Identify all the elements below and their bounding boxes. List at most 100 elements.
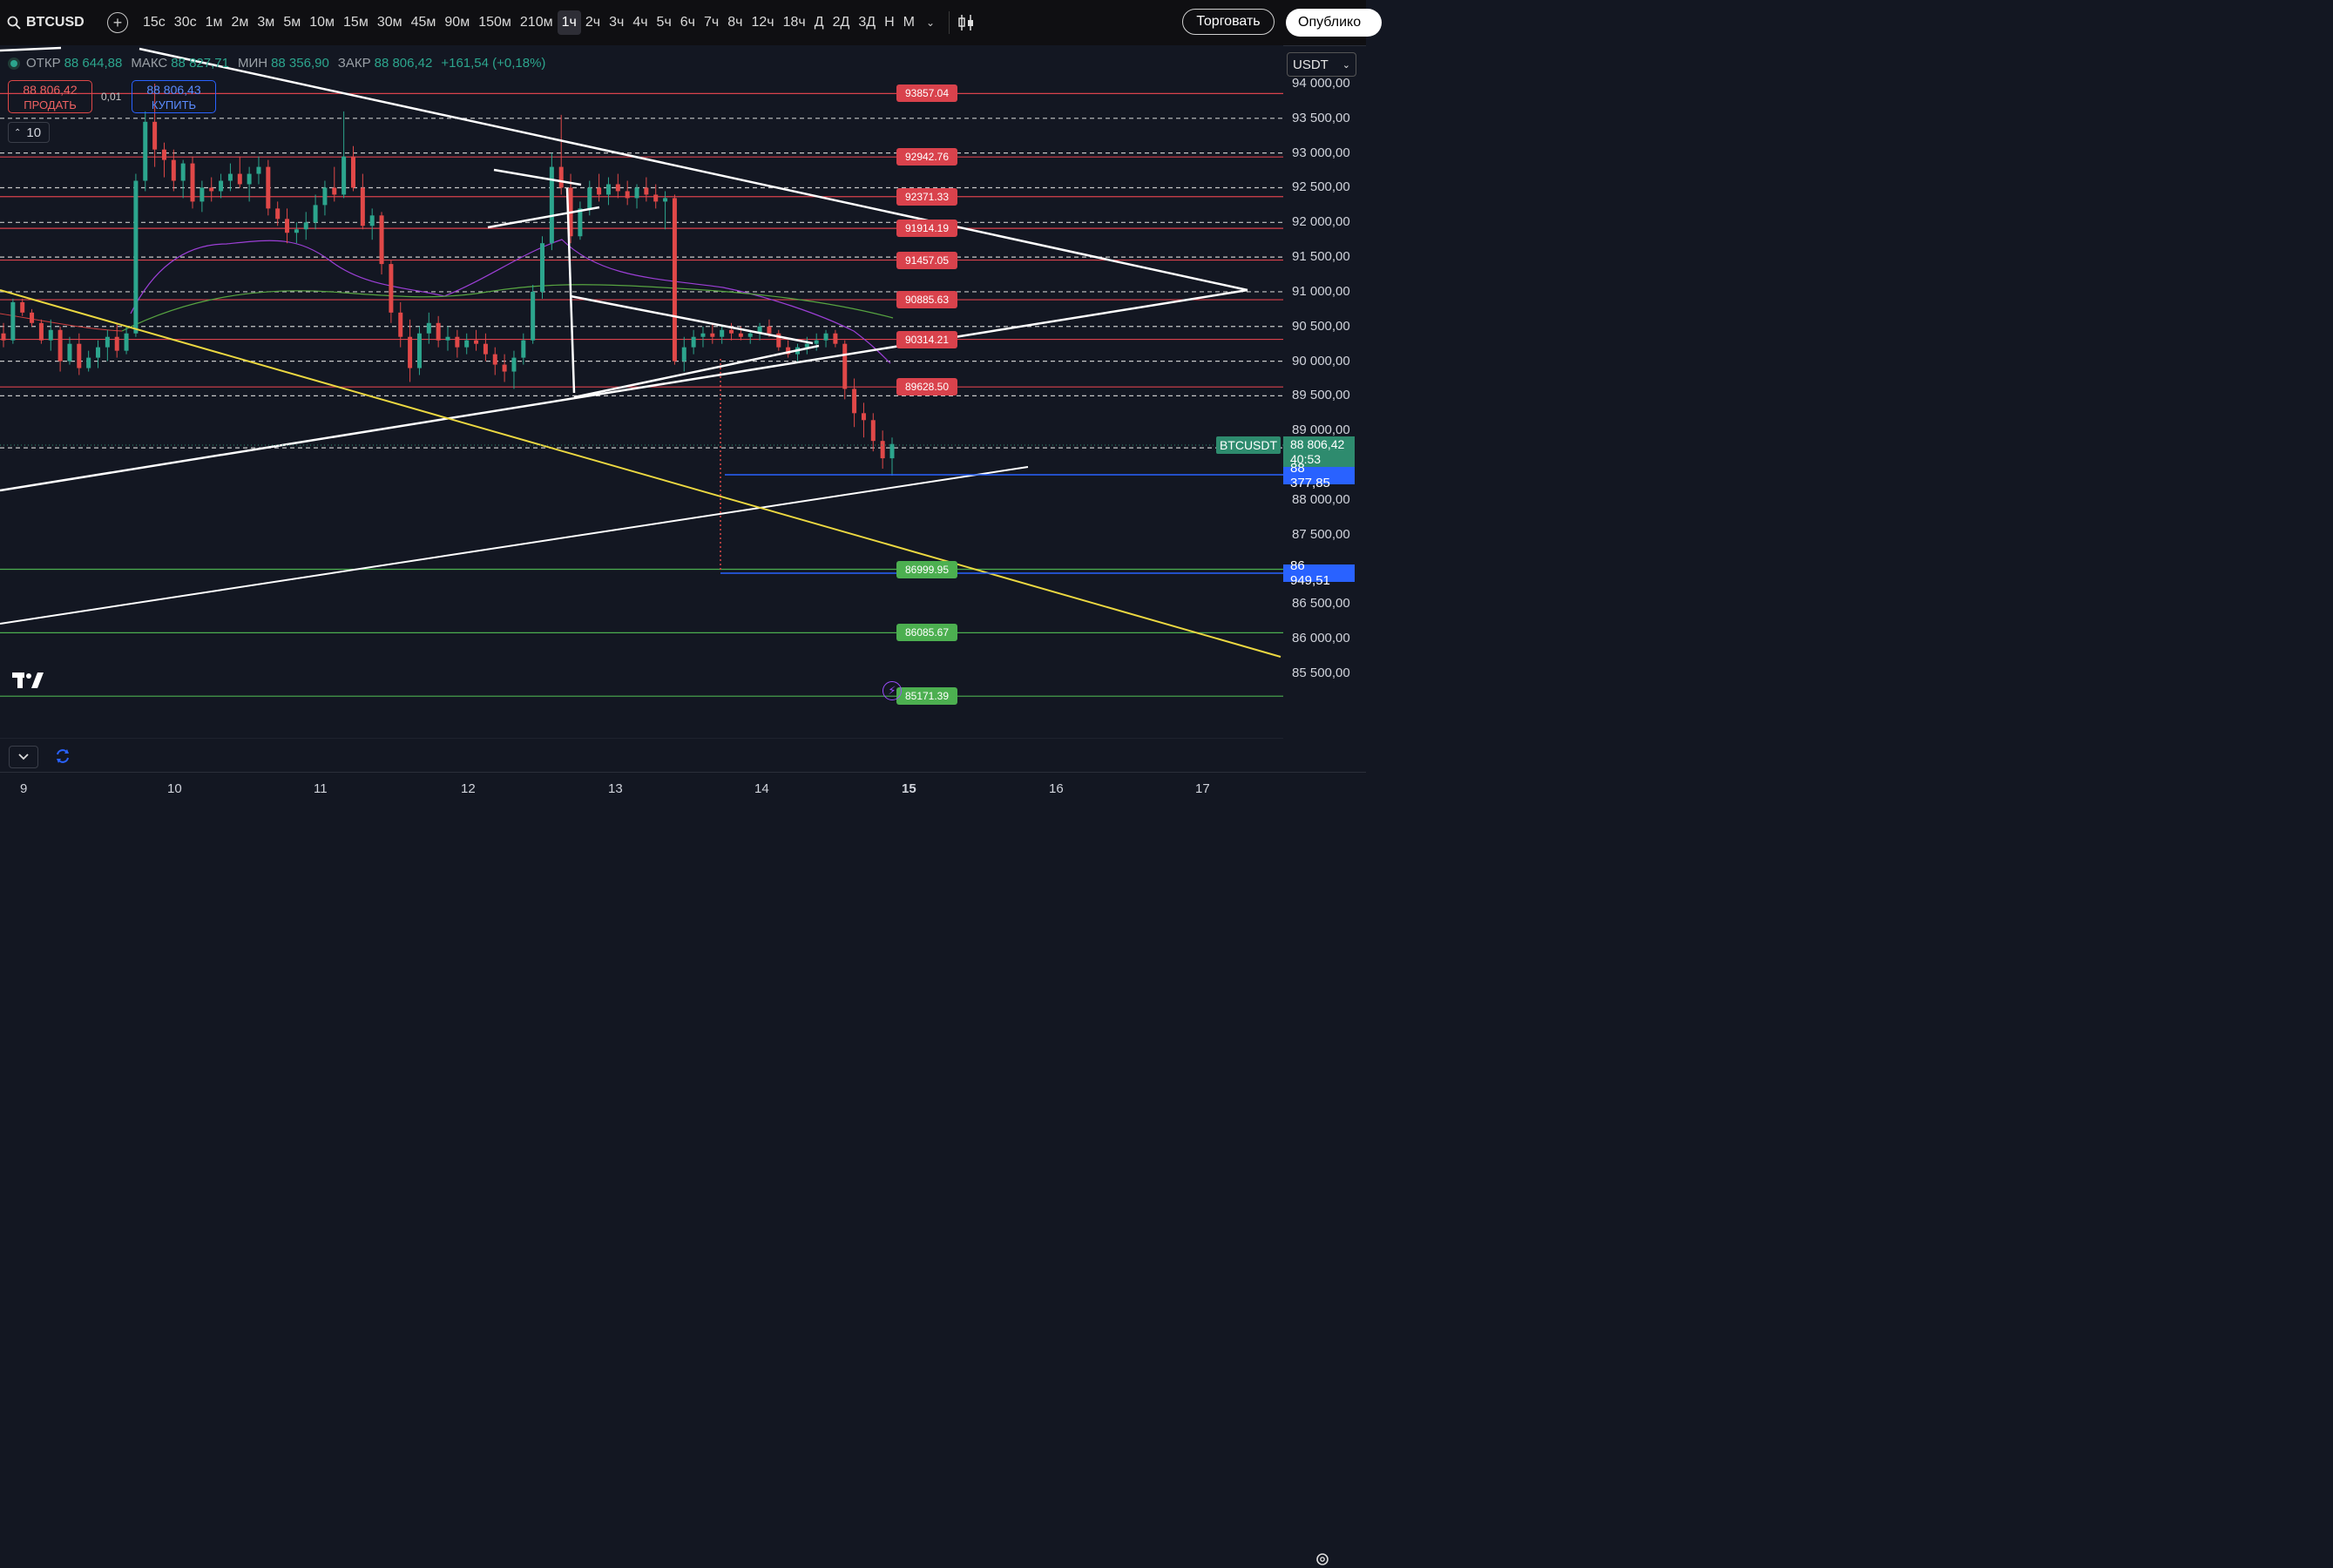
interval-17[interactable]: 4ч: [632, 15, 648, 30]
interval-3[interactable]: 1м: [205, 15, 223, 30]
interval-4[interactable]: 2м: [231, 15, 249, 30]
level-label[interactable]: 89628.50: [896, 378, 957, 396]
publish-button[interactable]: Опублико: [1286, 9, 1382, 37]
price-tick: 86 500,00: [1292, 596, 1350, 612]
sell-button[interactable]: 88 806,42 ПРОДАТЬ: [8, 80, 92, 113]
interval-6[interactable]: 5м: [283, 15, 301, 30]
top-toolbar: BTCUSD + 15с 30с 1м 2м 3м 5м 10м 15м 30м 45м 90м 15…: [0, 0, 1382, 46]
candle: [663, 191, 668, 230]
candle: [332, 166, 337, 202]
candle: [67, 336, 72, 365]
interval-24[interactable]: Д: [814, 15, 824, 30]
add-symbol-button[interactable]: +: [107, 12, 128, 33]
chevron-down-icon: [18, 754, 29, 760]
interval-1[interactable]: 15с: [143, 15, 166, 30]
candle: [1, 322, 6, 348]
candle: [474, 329, 479, 351]
level-label[interactable]: 92371.33: [896, 187, 957, 206]
symbol-search[interactable]: BTCUSD: [0, 15, 107, 30]
candle: [105, 329, 110, 362]
chevron-down-icon[interactable]: ⌄: [925, 17, 936, 29]
level-label[interactable]: 90885.63: [896, 291, 957, 309]
level-label[interactable]: 86085.67: [896, 624, 957, 642]
chevron-up-icon: ⌃: [14, 127, 22, 138]
level-label[interactable]: 90314.21: [896, 330, 957, 348]
interval-13[interactable]: 210м: [519, 15, 553, 30]
candle: [833, 329, 838, 348]
level-label[interactable]: 93857.04: [896, 84, 957, 103]
interval-21[interactable]: 8ч: [727, 15, 743, 30]
interval-23[interactable]: 18ч: [782, 15, 806, 30]
interval-19[interactable]: 6ч: [680, 15, 696, 30]
time-tick: 12: [461, 781, 476, 796]
candle: [161, 142, 166, 178]
collapse-panel-button[interactable]: [9, 746, 38, 768]
interval-11[interactable]: 90м: [444, 15, 470, 30]
flag-top: [493, 168, 582, 186]
candle: [227, 163, 233, 192]
interval-25[interactable]: 2Д: [832, 15, 850, 30]
level-label[interactable]: 91914.19: [896, 220, 957, 238]
high-value: 88 827,71: [171, 56, 229, 71]
spread-value: 0,01: [101, 91, 122, 103]
interval-12[interactable]: 150м: [478, 15, 511, 30]
quantity-field[interactable]: ⌃ 10: [8, 122, 50, 143]
candle: [369, 208, 375, 240]
price-chart[interactable]: [0, 45, 1283, 739]
candle: [266, 159, 271, 216]
candle: [152, 84, 158, 167]
gear-icon[interactable]: [1314, 1551, 1331, 1568]
interval-28[interactable]: М: [903, 15, 915, 30]
interval-14[interactable]: 1ч: [557, 10, 581, 35]
interval-26[interactable]: 3Д: [858, 15, 876, 30]
candle: [691, 329, 696, 355]
lightning-icon[interactable]: ⚡: [882, 681, 902, 700]
candles-icon[interactable]: [957, 13, 976, 32]
trade-button[interactable]: Торговать: [1182, 9, 1275, 35]
candle: [644, 177, 649, 202]
interval-2[interactable]: 30с: [173, 15, 197, 30]
candle: [180, 159, 186, 199]
level-label[interactable]: 86999.95: [896, 560, 957, 578]
candle: [256, 156, 261, 185]
triangle-top: [570, 294, 814, 345]
trendline-lower-long: [0, 466, 1029, 625]
ohlc-legend: ОТКР 88 644,88 МАКС 88 827,71 МИН 88 356,90…: [10, 56, 551, 71]
close-label: ЗАКР: [337, 56, 371, 71]
candle: [199, 180, 205, 213]
low-value: 88 356,90: [271, 56, 329, 71]
candle: [786, 340, 791, 358]
currency-select[interactable]: USDT ⌄: [1287, 52, 1356, 77]
level-label[interactable]: 91457.05: [896, 251, 957, 269]
time-tick: 16: [1049, 781, 1064, 796]
interval-5[interactable]: 3м: [257, 15, 275, 30]
buy-button[interactable]: 88 806,43 КУПИТЬ: [132, 80, 216, 113]
candle: [747, 329, 753, 344]
tradingview-logo-icon[interactable]: [12, 671, 44, 690]
price-tick: 89 000,00: [1292, 422, 1350, 438]
interval-8[interactable]: 15м: [343, 15, 369, 30]
interval-22[interactable]: 12ч: [751, 15, 774, 30]
sync-icon[interactable]: [54, 747, 71, 765]
interval-18[interactable]: 5ч: [656, 15, 672, 30]
interval-27[interactable]: Н: [884, 15, 895, 30]
time-axis[interactable]: 9 10 11 12 13 14 15 16 17: [0, 772, 1366, 1565]
candle: [209, 177, 214, 202]
candle: [464, 333, 470, 355]
current-price: 88 806,42: [1290, 437, 1345, 451]
candle: [124, 326, 129, 355]
buy-price: 88 806,43: [146, 83, 201, 97]
interval-10[interactable]: 45м: [410, 15, 436, 30]
candle: [492, 347, 497, 375]
level-label[interactable]: 85171.39: [896, 687, 957, 706]
interval-15[interactable]: 2ч: [585, 15, 601, 30]
candle: [219, 173, 224, 199]
interval-9[interactable]: 30м: [376, 15, 402, 30]
symbol-name: BTCUSD: [26, 15, 85, 30]
interval-16[interactable]: 3ч: [609, 15, 625, 30]
candle: [681, 336, 686, 372]
level-label[interactable]: 92942.76: [896, 148, 957, 166]
moving-averages: [0, 239, 894, 364]
interval-20[interactable]: 7ч: [704, 15, 720, 30]
interval-7[interactable]: 10м: [309, 15, 335, 30]
